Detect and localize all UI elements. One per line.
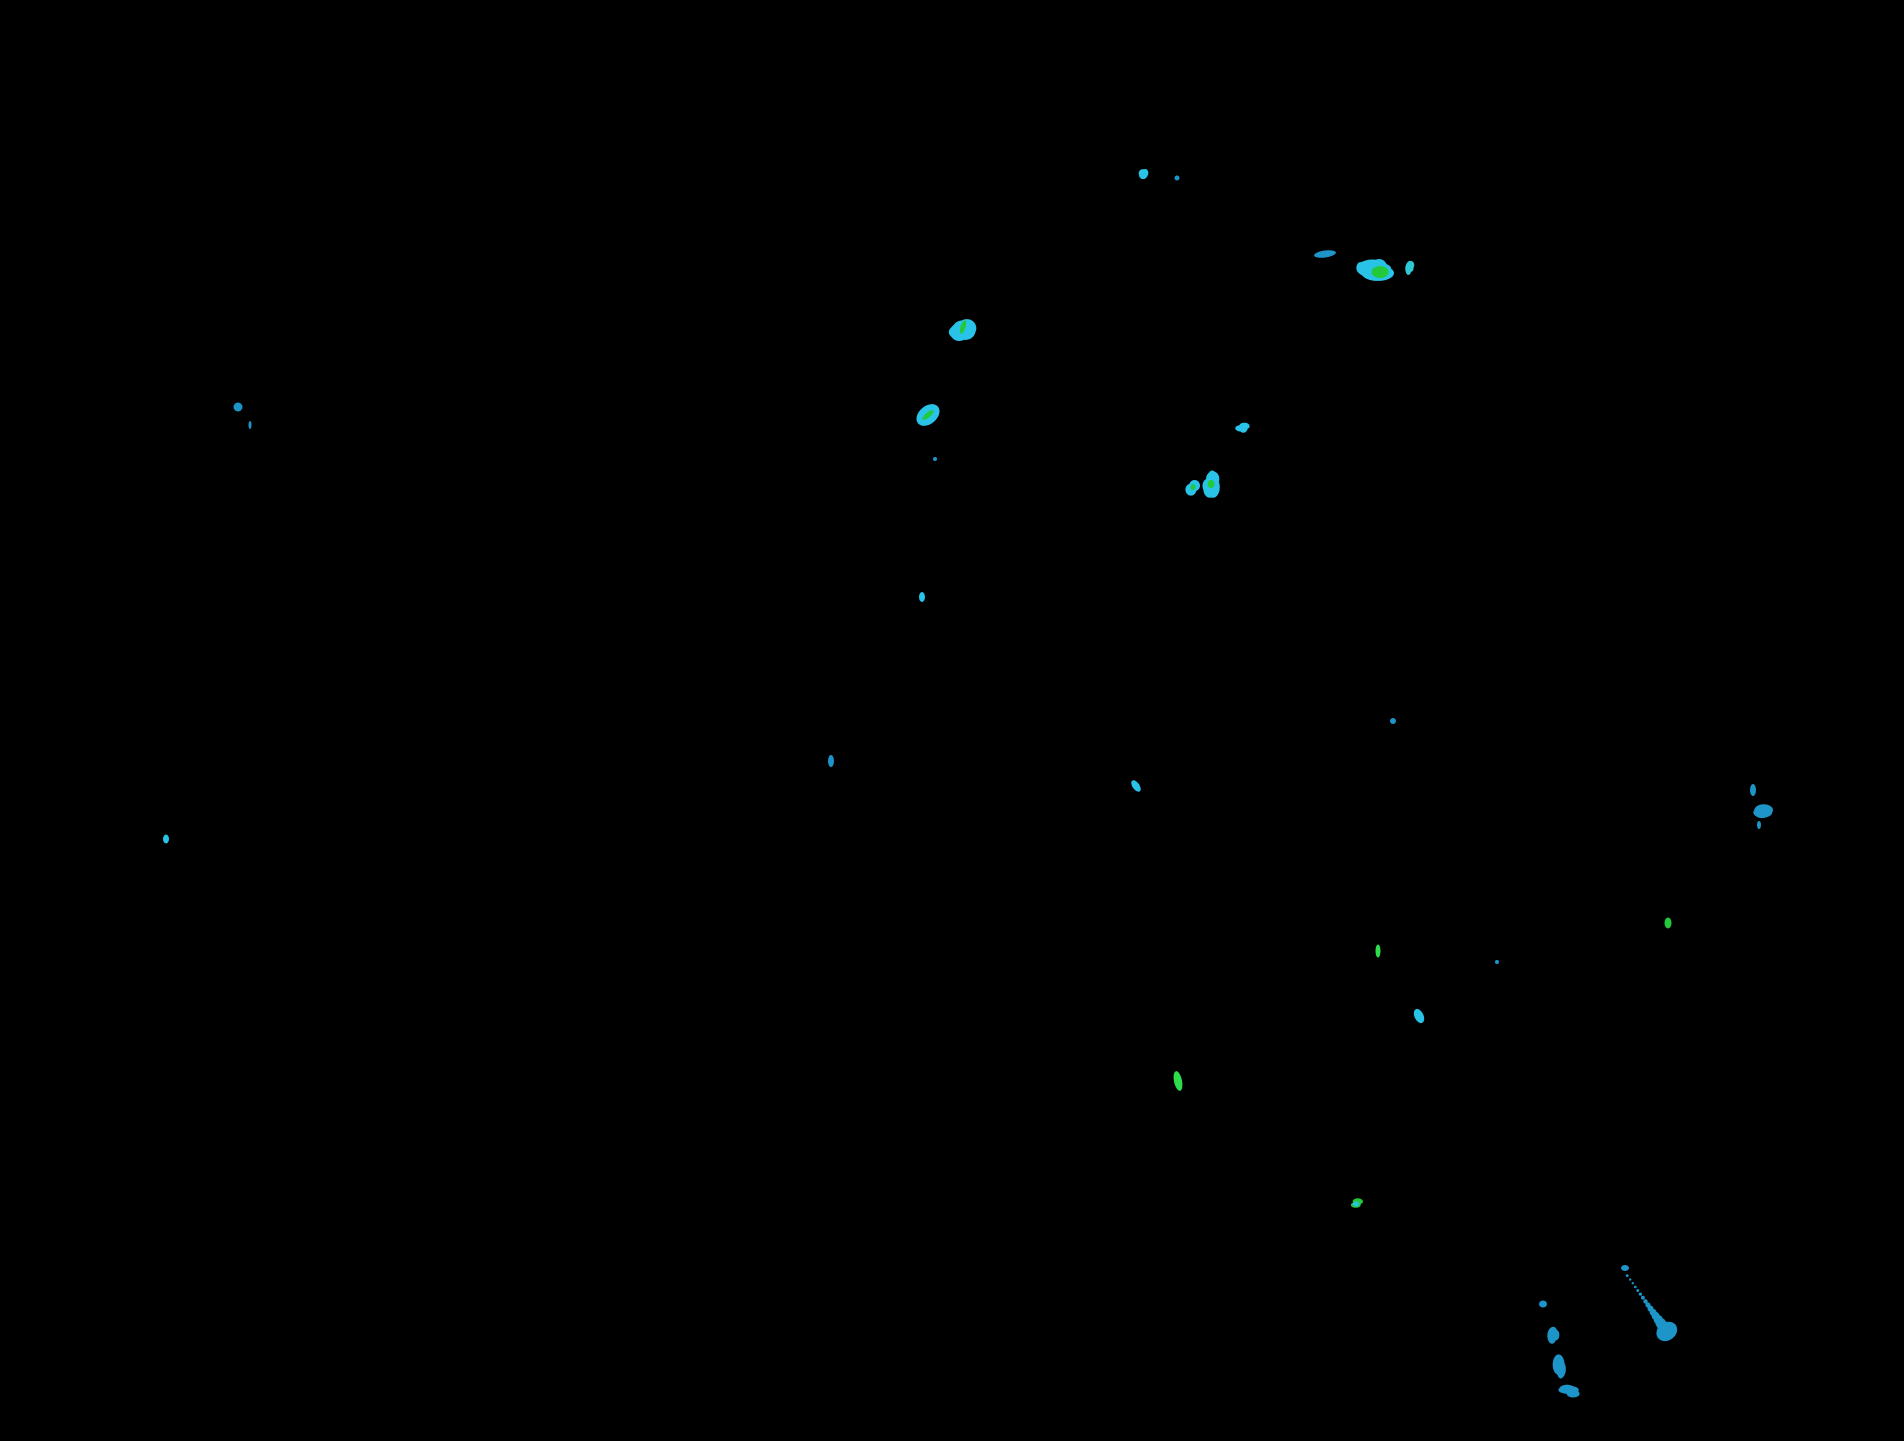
- echo-e25: [1495, 960, 1499, 964]
- echo-body: [1757, 821, 1761, 829]
- echo-segment: [1631, 1281, 1635, 1285]
- echo-body: [1138, 170, 1148, 180]
- echo-e30: [1625, 1274, 1678, 1342]
- echo-e03: [1314, 250, 1336, 258]
- echo-core: [922, 410, 934, 420]
- echo-e21: [163, 834, 169, 844]
- echo-segment: [1641, 1295, 1645, 1300]
- echo-e16: [828, 755, 834, 767]
- echo-body: [1375, 944, 1381, 958]
- echo-segment: [1629, 1278, 1632, 1281]
- echo-body: [1495, 960, 1499, 964]
- precipitation-echo-group: [163, 168, 1774, 1398]
- echo-core: [1371, 266, 1389, 278]
- echo-core: [1190, 484, 1196, 490]
- echo-e17: [1390, 718, 1396, 724]
- echo-e02: [1174, 175, 1180, 181]
- echo-body: [1405, 262, 1412, 275]
- echo-e23: [1664, 917, 1672, 929]
- echo-e33: [1552, 1354, 1566, 1379]
- echo-body: [1131, 780, 1141, 792]
- echo-e07: [948, 319, 977, 342]
- echo-e10: [916, 404, 940, 426]
- echo-e14: [1202, 470, 1220, 498]
- echo-body: [163, 834, 169, 844]
- echo-e27: [1173, 1071, 1183, 1091]
- echo-e12: [933, 457, 937, 461]
- echo-body: [1558, 1385, 1579, 1394]
- echo-e31: [1539, 1300, 1547, 1308]
- echo-body: [919, 592, 925, 602]
- echo-e28: [1350, 1198, 1363, 1208]
- echo-core: [1353, 1201, 1359, 1207]
- echo-body: [933, 457, 937, 461]
- echo-body: [233, 402, 243, 412]
- echo-body: [1390, 718, 1396, 724]
- echo-body: [1664, 917, 1672, 929]
- echo-e08: [233, 402, 243, 412]
- echo-e18: [1750, 784, 1756, 796]
- echo-e20: [1757, 821, 1761, 829]
- echo-body: [1750, 784, 1756, 796]
- echo-e13: [1185, 480, 1200, 496]
- echo-e22: [1131, 780, 1141, 792]
- echo-body: [828, 755, 834, 767]
- echo-body: [1539, 1300, 1547, 1308]
- echo-e11: [1235, 422, 1250, 433]
- echo-core: [1656, 1321, 1678, 1342]
- echo-body: [1753, 807, 1773, 818]
- echo-e26: [1413, 1008, 1425, 1024]
- echo-e32: [1547, 1326, 1560, 1344]
- echo-segment: [1638, 1292, 1643, 1296]
- echo-body: [1556, 1362, 1565, 1379]
- echo-core: [959, 320, 967, 334]
- echo-e34: [1558, 1384, 1580, 1398]
- echo-e09: [248, 421, 252, 429]
- echo-e06: [1405, 260, 1415, 275]
- echo-body: [1173, 1071, 1183, 1091]
- echo-e01: [1138, 168, 1149, 180]
- echo-body: [1314, 250, 1336, 258]
- echo-body: [1413, 1008, 1425, 1024]
- echo-e24: [1375, 944, 1381, 958]
- echo-segment: [1633, 1285, 1637, 1289]
- echo-core: [1207, 480, 1215, 488]
- echo-e29: [1621, 1265, 1629, 1271]
- echo-body: [1174, 175, 1180, 181]
- echo-segment: [1625, 1274, 1629, 1277]
- echo-e15: [919, 592, 925, 602]
- echo-e05: [1356, 258, 1395, 281]
- echo-segment: [1643, 1299, 1648, 1304]
- echo-e19: [1753, 804, 1774, 819]
- echo-body: [1239, 422, 1250, 430]
- echo-body: [1621, 1265, 1629, 1271]
- echo-segment: [1636, 1289, 1640, 1292]
- echo-body: [1548, 1326, 1558, 1341]
- echo-body: [248, 421, 252, 429]
